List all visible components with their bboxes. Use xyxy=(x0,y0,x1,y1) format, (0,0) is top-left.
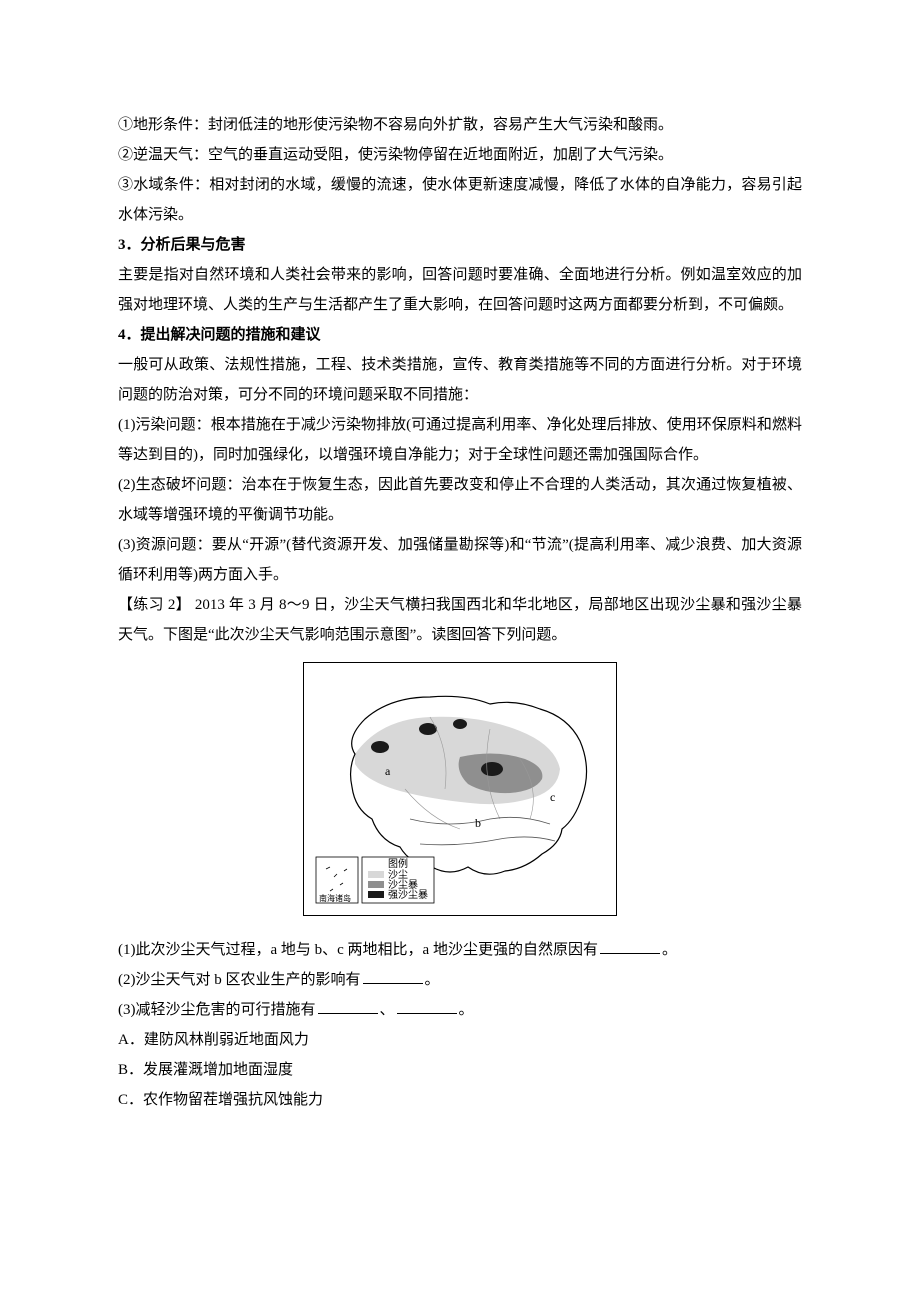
q1-blank[interactable] xyxy=(600,938,660,954)
para-pollution: (1)污染问题：根本措施在于减少污染物排放(可通过提高利用率、净化处理后排放、使… xyxy=(118,410,802,470)
q2-text-a: (2)沙尘天气对 b 区农业生产的影响有 xyxy=(118,972,361,988)
q3-blank-1[interactable] xyxy=(318,998,378,1014)
china-dust-map: a b c 南海诸岛 图例 沙尘 沙尘暴 强沙尘暴 xyxy=(310,669,610,909)
heading-4: 4．提出解决问题的措施和建议 xyxy=(118,320,802,350)
question-3: (3)减轻沙尘危害的可行措施有 、 。 xyxy=(118,995,802,1025)
legend-swatch-2 xyxy=(368,891,384,898)
legend-swatch-1 xyxy=(368,881,384,888)
para-resource: (3)资源问题：要从“开源”(替代资源开发、加强储量勘探等)和“节流”(提高利用… xyxy=(118,530,802,590)
strong-dust-spot-3 xyxy=(453,719,467,729)
q2-blank[interactable] xyxy=(363,968,423,984)
q2-text-b: 。 xyxy=(425,972,440,988)
option-a: A．建防风林削弱近地面风力 xyxy=(118,1025,802,1055)
map-figure: a b c 南海诸岛 图例 沙尘 沙尘暴 强沙尘暴 xyxy=(118,662,802,927)
exercise-stem: 【练习 2】 2013 年 3 月 8～9 日，沙尘天气横扫我国西北和华北地区，… xyxy=(118,590,802,650)
heading-3: 3．分析后果与危害 xyxy=(118,230,802,260)
option-c: C．农作物留茬增强抗风蚀能力 xyxy=(118,1085,802,1115)
condition-terrain: ①地形条件：封闭低洼的地形使污染物不容易向外扩散，容易产生大气污染和酸雨。 xyxy=(118,110,802,140)
legend-swatch-0 xyxy=(368,871,384,878)
para-consequences: 主要是指对自然环境和人类社会带来的影响，回答问题时要准确、全面地进行分析。例如温… xyxy=(118,260,802,320)
label-a: a xyxy=(385,764,391,778)
para-ecology: (2)生态破坏问题：治本在于恢复生态，因此首先要改变和停止不合理的人类活动，其次… xyxy=(118,470,802,530)
para-measures-intro: 一般可从政策、法规性措施，工程、技术类措施，宣传、教育类措施等不同的方面进行分析… xyxy=(118,350,802,410)
question-1: (1)此次沙尘天气过程，a 地与 b、c 两地相比，a 地沙尘更强的自然原因有 。 xyxy=(118,935,802,965)
condition-water: ③水域条件：相对封闭的水域，缓慢的流速，使水体更新速度减慢，降低了水体的自净能力… xyxy=(118,170,802,230)
question-2: (2)沙尘天气对 b 区农业生产的影响有 。 xyxy=(118,965,802,995)
q3-text-c: 。 xyxy=(459,1002,474,1018)
exercise-label: 【练习 2】 xyxy=(118,597,191,613)
map-box: a b c 南海诸岛 图例 沙尘 沙尘暴 强沙尘暴 xyxy=(303,662,617,916)
condition-inversion: ②逆温天气：空气的垂直运动受阻，使污染物停留在近地面附近，加剧了大气污染。 xyxy=(118,140,802,170)
label-c: c xyxy=(550,790,555,804)
q3-text-a: (3)减轻沙尘危害的可行措施有 xyxy=(118,1002,316,1018)
q1-text-b: 。 xyxy=(662,942,677,958)
legend-title: 图例 xyxy=(388,857,408,870)
q3-blank-2[interactable] xyxy=(397,998,457,1014)
q1-text-a: (1)此次沙尘天气过程，a 地与 b、c 两地相比，a 地沙尘更强的自然原因有 xyxy=(118,942,598,958)
exercise-text: 2013 年 3 月 8～9 日，沙尘天气横扫我国西北和华北地区，局部地区出现沙… xyxy=(118,597,802,643)
inset-label: 南海诸岛 xyxy=(319,893,351,903)
option-b: B．发展灌溉增加地面湿度 xyxy=(118,1055,802,1085)
label-b: b xyxy=(475,816,481,830)
strong-dust-spot-1 xyxy=(371,741,389,753)
legend-label-2: 强沙尘暴 xyxy=(388,889,428,901)
q3-text-b: 、 xyxy=(380,1002,395,1018)
strong-dust-spot-4 xyxy=(481,762,503,776)
